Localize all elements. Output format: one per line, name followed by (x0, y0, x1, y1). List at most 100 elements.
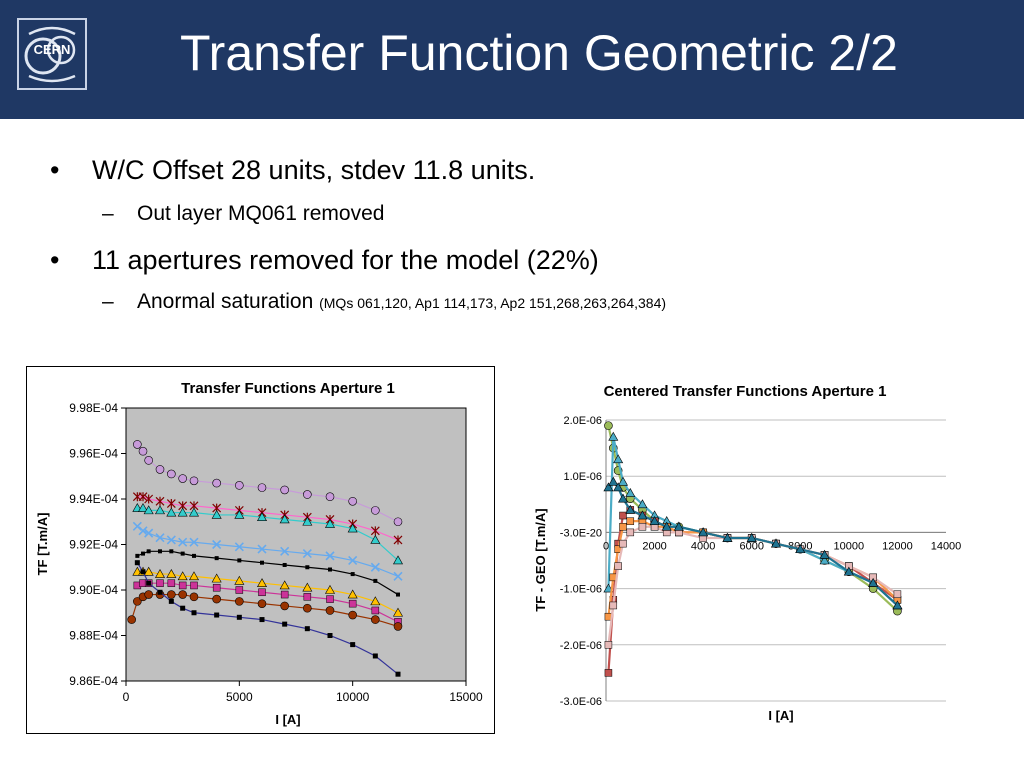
data-point (347, 523, 358, 533)
data-point (258, 588, 266, 597)
chart-centered-transfer-functions: Centered Transfer Functions Aperture 1 2… (533, 383, 961, 723)
data-point (371, 606, 380, 615)
chart1-x-tick-label: 0 (123, 690, 130, 704)
sub-bullet-dash: – (102, 290, 114, 313)
data-point (279, 514, 290, 524)
data-point (393, 517, 403, 527)
logo-text: CERN (34, 42, 71, 57)
data-point (138, 446, 148, 456)
data-point (617, 493, 629, 503)
data-point (133, 440, 142, 449)
sub-bullet-2-main: Anormal saturation (137, 290, 314, 313)
data-point (282, 621, 288, 627)
data-point (155, 465, 165, 474)
chart2-x-tick-label: 4000 (691, 540, 715, 552)
data-point (626, 517, 635, 525)
data-point (155, 496, 165, 506)
data-point (326, 595, 334, 603)
data-point (144, 494, 154, 504)
data-point (637, 510, 648, 520)
data-point (698, 527, 709, 537)
data-point (178, 581, 187, 590)
data-point (166, 507, 177, 517)
chart1-y-tick-label: 9.94E-04 (69, 492, 118, 506)
data-point (819, 555, 830, 565)
data-point (604, 669, 613, 677)
data-point (235, 586, 244, 594)
data-point (134, 560, 140, 566)
chart2-x-tick-label: 10000 (834, 540, 865, 552)
data-point (370, 596, 381, 606)
sub-bullet-dash: – (102, 202, 114, 225)
data-point (146, 549, 151, 554)
data-point (303, 593, 312, 601)
data-point (324, 518, 336, 528)
data-point (234, 575, 245, 585)
chart1-x-label: I [A] (275, 712, 300, 727)
data-point (178, 537, 188, 547)
data-point (169, 549, 174, 554)
data-point (140, 569, 146, 575)
series-line-5 (137, 550, 399, 596)
data-point (235, 481, 244, 490)
chart1-title: Transfer Functions Aperture 1 (181, 380, 395, 397)
chart1-series (127, 440, 404, 677)
data-point (212, 478, 221, 488)
bullet-1-text: W/C Offset 28 units, stdev 11.8 units. (92, 155, 536, 185)
data-point (143, 566, 154, 576)
data-point (156, 579, 164, 587)
data-point (325, 606, 335, 615)
data-point (133, 597, 142, 606)
data-point (259, 617, 265, 623)
data-point (303, 603, 312, 613)
data-point (770, 538, 782, 548)
chart1-plot-area (125, 407, 467, 682)
data-point (617, 476, 629, 486)
data-point (256, 578, 268, 587)
data-point (819, 549, 830, 559)
data-point (155, 533, 165, 543)
chart2-x-tick-label: 0 (603, 540, 609, 552)
data-point (302, 516, 313, 526)
slide-title: Transfer Function Geometric 2/2 (180, 25, 898, 81)
sub-bullet-1-text: Out layer MQ061 removed (137, 202, 385, 225)
data-point (370, 526, 380, 536)
data-point (144, 528, 154, 538)
data-point (305, 565, 310, 570)
data-point (280, 546, 290, 556)
data-point (626, 528, 635, 537)
data-point (280, 590, 289, 599)
data-point (191, 610, 197, 616)
data-point (392, 607, 404, 617)
chart2-y-label: TF - GEO [T.m/A] (533, 508, 548, 611)
data-point (138, 526, 148, 536)
chart1-y-axis: 9.86E-04 9.88E-04 9.90E-04 9.92E-04 9.94E-04… (69, 401, 126, 688)
data-point (167, 469, 176, 479)
data-point (649, 516, 660, 525)
data-point (158, 549, 162, 554)
data-point (189, 592, 199, 602)
data-point (604, 421, 613, 430)
data-point (190, 581, 198, 590)
data-point (661, 521, 672, 531)
chart2-y-tick-label: -3.0E-20 (560, 527, 602, 539)
data-point (141, 551, 145, 556)
data-point (608, 476, 619, 486)
data-point (211, 573, 222, 583)
data-point (212, 583, 221, 592)
series-line-1 (136, 444, 399, 523)
data-point (637, 499, 648, 509)
data-point (237, 558, 242, 563)
data-point (177, 571, 188, 581)
data-point (350, 572, 355, 577)
data-point (370, 562, 380, 572)
data-point (619, 539, 627, 548)
data-point (166, 499, 176, 509)
chart2-y-tick-label: -2.0E-06 (560, 640, 602, 652)
data-point (893, 590, 902, 598)
data-point (327, 633, 333, 638)
data-point (370, 534, 381, 544)
data-point (138, 492, 148, 502)
cern-logo: CERN (17, 18, 87, 90)
chart2-y-axis: 2.0E-06 1.0E-06 -3.0E-20 -1.0E-06 -2.0E-06 -3… (560, 415, 602, 708)
